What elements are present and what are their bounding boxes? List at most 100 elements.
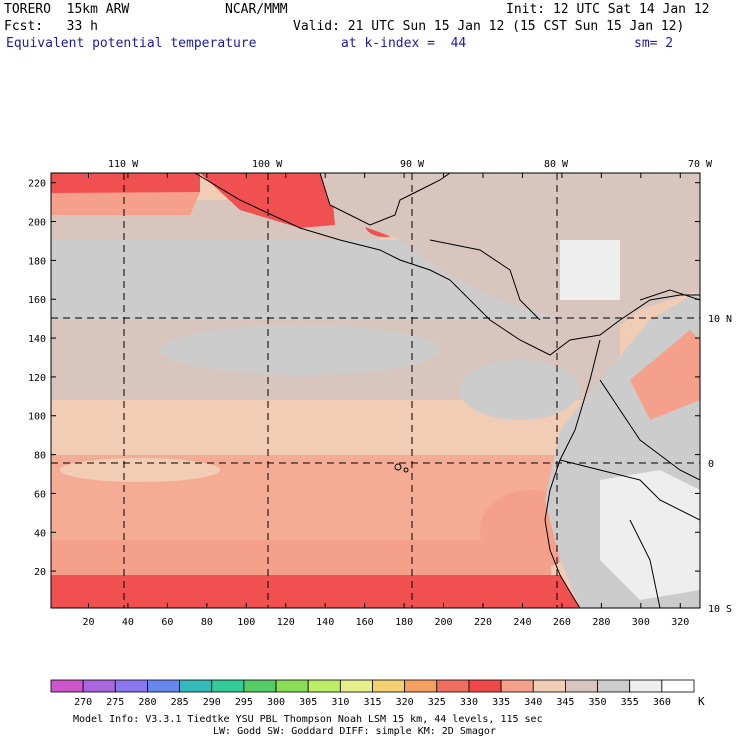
- colorbar-swatch: [114, 679, 148, 693]
- colorbar-swatch: [661, 679, 695, 693]
- x-tick-label: 140: [316, 617, 334, 628]
- x-tick-label: 20: [82, 617, 94, 628]
- y-tick-label: 100: [28, 412, 46, 423]
- smoothing-label: sm= 2: [634, 36, 674, 51]
- colorbar-label: 335: [492, 697, 510, 708]
- y-tick-label: 80: [34, 451, 46, 462]
- gray-patch-3: [460, 360, 580, 420]
- colorbar-label: 280: [138, 697, 156, 708]
- caribbean-coast: [429, 239, 541, 321]
- red-band-south: [51, 575, 580, 608]
- gray-patch-2: [160, 325, 440, 375]
- colorbar-label: 330: [460, 697, 478, 708]
- x-tick-label: 160: [356, 617, 374, 628]
- colorbar-swatch: [629, 679, 663, 693]
- y-tick-label: 200: [28, 218, 46, 229]
- institution-label: NCAR/MMM: [225, 2, 288, 17]
- y-tick-label: 20: [34, 567, 46, 578]
- colorbar-swatch: [468, 679, 502, 693]
- red-northwest: [51, 173, 200, 195]
- colorbar-label: 325: [428, 697, 446, 708]
- colorbar-swatch: [179, 679, 213, 693]
- lon-label-110w: 110 W: [108, 159, 139, 170]
- colorbar-swatch: [307, 679, 341, 693]
- x-tick-label: 240: [513, 617, 531, 628]
- lon-label-80w: 80 W: [544, 159, 569, 170]
- colorbar: 270 275 280 285 290 295 300 305 310 315 320 325 330 3…: [50, 679, 695, 708]
- y-tick-label: 60: [34, 489, 46, 500]
- colorbar-label: 270: [74, 697, 92, 708]
- colorbar-label: 285: [171, 697, 189, 708]
- colorbar-swatch: [597, 679, 631, 693]
- galapagos-2: [403, 467, 409, 473]
- y-tick-label: 160: [28, 295, 46, 306]
- colorbar-swatch: [404, 679, 438, 693]
- colorbar-label: 300: [267, 697, 285, 708]
- x-tick-label: 280: [592, 617, 610, 628]
- colorbar-label: 310: [331, 697, 349, 708]
- colorbar-swatch: [211, 679, 245, 693]
- x-tick-label: 120: [277, 617, 295, 628]
- border-2: [559, 459, 700, 521]
- colorbar-swatch: [500, 679, 534, 693]
- pacific-coast-north: [194, 173, 700, 356]
- border-1: [599, 379, 700, 481]
- colorbar-swatch: [82, 679, 116, 693]
- level-label: at k-index = 44: [341, 36, 467, 51]
- peach-patch-1: [60, 458, 220, 482]
- init-time: Init: 12 UTC Sat 14 Jan 12: [506, 2, 710, 17]
- colorbar-label: 275: [106, 697, 124, 708]
- x-tick-label: 200: [435, 617, 453, 628]
- sa-pacific-coast: [544, 339, 601, 608]
- model-info-line1: Model Info: V3.3.1 Tiedtke YSU PBL Thomp…: [73, 714, 543, 725]
- model-info-line2: LW: Godd SW: Goddard DIFF: simple KM: 2D…: [213, 726, 496, 737]
- colorbar-label: 295: [235, 697, 253, 708]
- lon-label-90w: 90 W: [400, 159, 425, 170]
- gray-patch-1: [60, 268, 200, 312]
- colorbar-unit: K: [698, 695, 705, 708]
- colorbar-swatch: [147, 679, 180, 693]
- valid-time: Valid: 21 UTC Sun 15 Jan 12 (15 CST Sun …: [293, 19, 685, 34]
- amazon-white: [600, 470, 700, 600]
- x-tick-label: 100: [237, 617, 255, 628]
- colorbar-label: 315: [363, 697, 381, 708]
- border-4: [639, 289, 700, 301]
- colorbar-label: 345: [556, 697, 574, 708]
- colorbar-swatch: [339, 679, 373, 693]
- colombia-salmon: [630, 330, 700, 420]
- colorbar-swatch: [372, 679, 406, 693]
- y-tick-label: 140: [28, 334, 46, 345]
- lat-label-10n: 10 N: [708, 314, 732, 325]
- x-tick-label: 180: [395, 617, 413, 628]
- salmon-sw: [51, 540, 161, 575]
- lon-label-100w: 100 W: [252, 159, 283, 170]
- y-tick-label: 220: [28, 179, 46, 190]
- theta-e-field: [51, 173, 700, 608]
- colorbar-label: 290: [203, 697, 221, 708]
- colorbar-label: 305: [299, 697, 317, 708]
- forecast-hour: Fcst: 33 h: [4, 19, 98, 34]
- colorbar-swatch: [565, 679, 598, 693]
- coastlines: [194, 173, 700, 608]
- map-frame: [50, 172, 701, 609]
- colorbar-label: 360: [653, 697, 671, 708]
- x-tick-label: 220: [474, 617, 492, 628]
- grid-y-labels: 220 200 180 160 140 120 100 80 60 40 20: [28, 179, 46, 578]
- x-tick-label: 300: [632, 617, 650, 628]
- lat-label-10s: 10 S: [708, 604, 732, 615]
- colorbar-swatch: [50, 679, 84, 693]
- lon-label-70w: 70 W: [688, 159, 713, 170]
- border-3: [629, 519, 661, 608]
- lat-label-eq: 0: [708, 459, 714, 470]
- salmon-northwest: [51, 192, 200, 215]
- colorbar-label: 350: [589, 697, 607, 708]
- colorbar-label: 340: [524, 697, 542, 708]
- y-tick-label: 40: [34, 528, 46, 539]
- x-tick-label: 260: [553, 617, 571, 628]
- field-name: Equivalent potential temperature: [6, 36, 257, 51]
- caribbean-white: [560, 240, 620, 300]
- axis-ticks: [51, 173, 700, 608]
- colorbar-label: 355: [621, 697, 639, 708]
- x-tick-label: 320: [671, 617, 689, 628]
